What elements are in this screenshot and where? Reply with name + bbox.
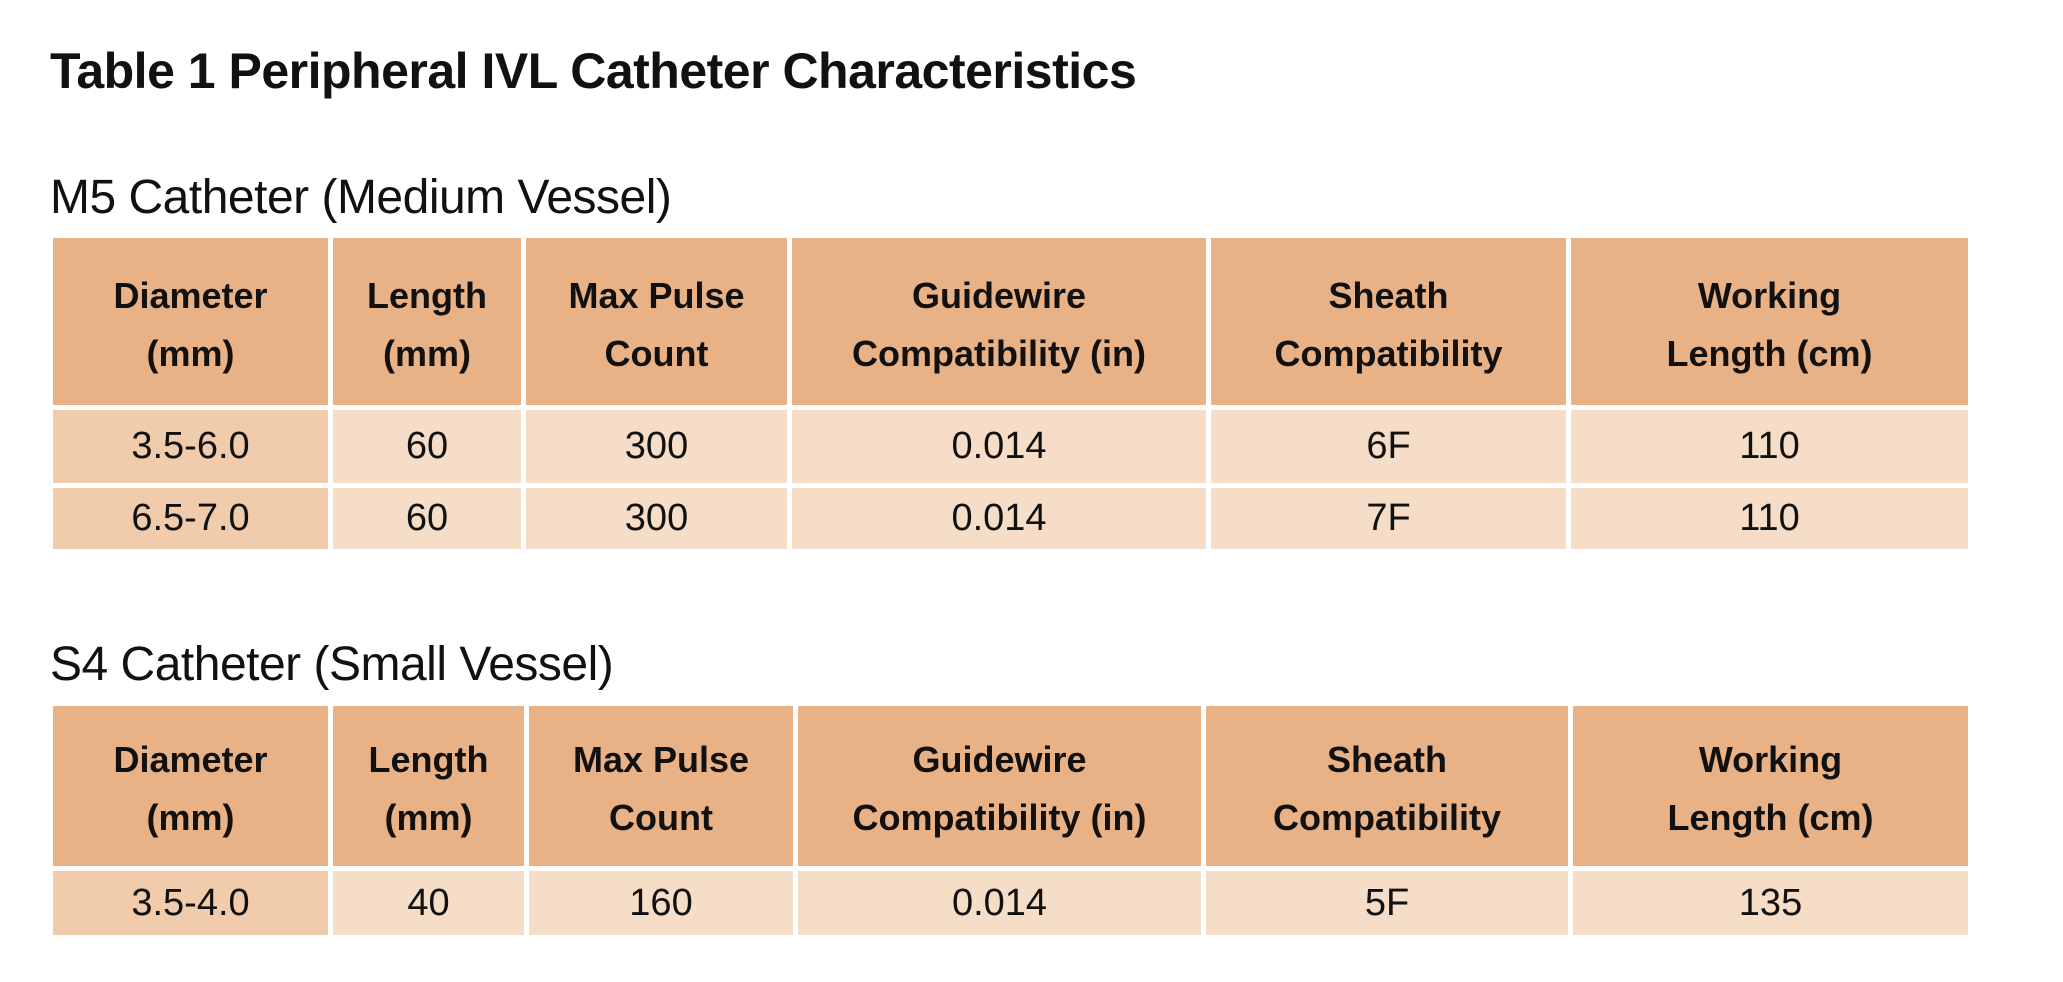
table-cell: 300 — [526, 410, 787, 483]
table-cell: 6.5-7.0 — [53, 488, 328, 549]
header-line: Sheath — [1328, 274, 1449, 316]
header-line: Guidewire — [912, 739, 1087, 780]
header-line: (mm) — [384, 797, 473, 838]
header-line: Guidewire — [911, 274, 1087, 316]
header-line: Count — [604, 332, 709, 374]
column-header: Diameter (mm) — [53, 238, 328, 405]
header-line: Length — [367, 274, 487, 316]
table-title-text: Peripheral IVL Catheter Characteristics — [228, 43, 1137, 99]
column-header: Max Pulse Count — [529, 706, 793, 866]
column-header: Working Length (cm) — [1573, 706, 1968, 866]
column-header: Diameter (mm) — [53, 706, 328, 866]
table-cell: 5F — [1206, 871, 1568, 935]
table-cell: 0.014 — [792, 488, 1206, 549]
header-line: Working — [1697, 274, 1842, 316]
header-line: Length (cm) — [1667, 797, 1874, 838]
s4-catheter-table: Diameter (mm) Length (mm) Max Pulse Count Guid… — [53, 706, 2023, 935]
table-cell: 6F — [1211, 410, 1566, 483]
table-title: Table 1 Peripheral IVL Catheter Characte… — [50, 42, 1137, 100]
header-line: Compatibility — [1272, 797, 1501, 838]
column-header: Guidewire Compatibility (in) — [798, 706, 1201, 866]
header-line: Length (cm) — [1666, 332, 1873, 374]
header-line: Max Pulse — [572, 739, 750, 780]
column-header: Working Length (cm) — [1571, 238, 1968, 405]
column-header: Length (mm) — [333, 238, 521, 405]
header-line: Compatibility — [1274, 332, 1503, 374]
table-cell: 110 — [1571, 410, 1968, 483]
column-header: Guidewire Compatibility (in) — [792, 238, 1206, 405]
table-number: Table 1 — [50, 43, 216, 99]
header-line: (mm) — [146, 332, 235, 374]
header-line: Diameter — [113, 739, 268, 780]
header-line: Sheath — [1326, 739, 1447, 780]
header-line: Working — [1698, 739, 1843, 780]
header-line: Compatibility (in) — [852, 797, 1147, 838]
column-header: Sheath Compatibility — [1211, 238, 1566, 405]
table-cell: 160 — [529, 871, 793, 935]
table-cell: 0.014 — [792, 410, 1206, 483]
table-cell: 0.014 — [798, 871, 1201, 935]
header-line: Max Pulse — [568, 274, 745, 316]
table-cell: 60 — [333, 488, 521, 549]
table-cell: 3.5-4.0 — [53, 871, 328, 935]
table-cell: 7F — [1211, 488, 1566, 549]
header-line: Diameter — [113, 274, 268, 316]
header-line: (mm) — [146, 797, 235, 838]
column-header: Length (mm) — [333, 706, 524, 866]
table-cell: 110 — [1571, 488, 1968, 549]
header-line: Compatibility (in) — [852, 332, 1146, 374]
m5-caption: M5 Catheter (Medium Vessel) — [50, 171, 672, 224]
header-line: (mm) — [382, 332, 471, 374]
m5-catheter-table: Diameter (mm) Length (mm) Max Pulse Count Guid… — [53, 238, 2023, 549]
s4-caption: S4 Catheter (Small Vessel) — [50, 638, 614, 691]
table-cell: 135 — [1573, 871, 1968, 935]
table-cell: 40 — [333, 871, 524, 935]
column-header: Sheath Compatibility — [1206, 706, 1568, 866]
column-header: Max Pulse Count — [526, 238, 787, 405]
table-cell: 300 — [526, 488, 787, 549]
header-line: Count — [609, 797, 713, 838]
header-line: Length — [368, 739, 489, 780]
table-cell: 60 — [333, 410, 521, 483]
table-cell: 3.5-6.0 — [53, 410, 328, 483]
